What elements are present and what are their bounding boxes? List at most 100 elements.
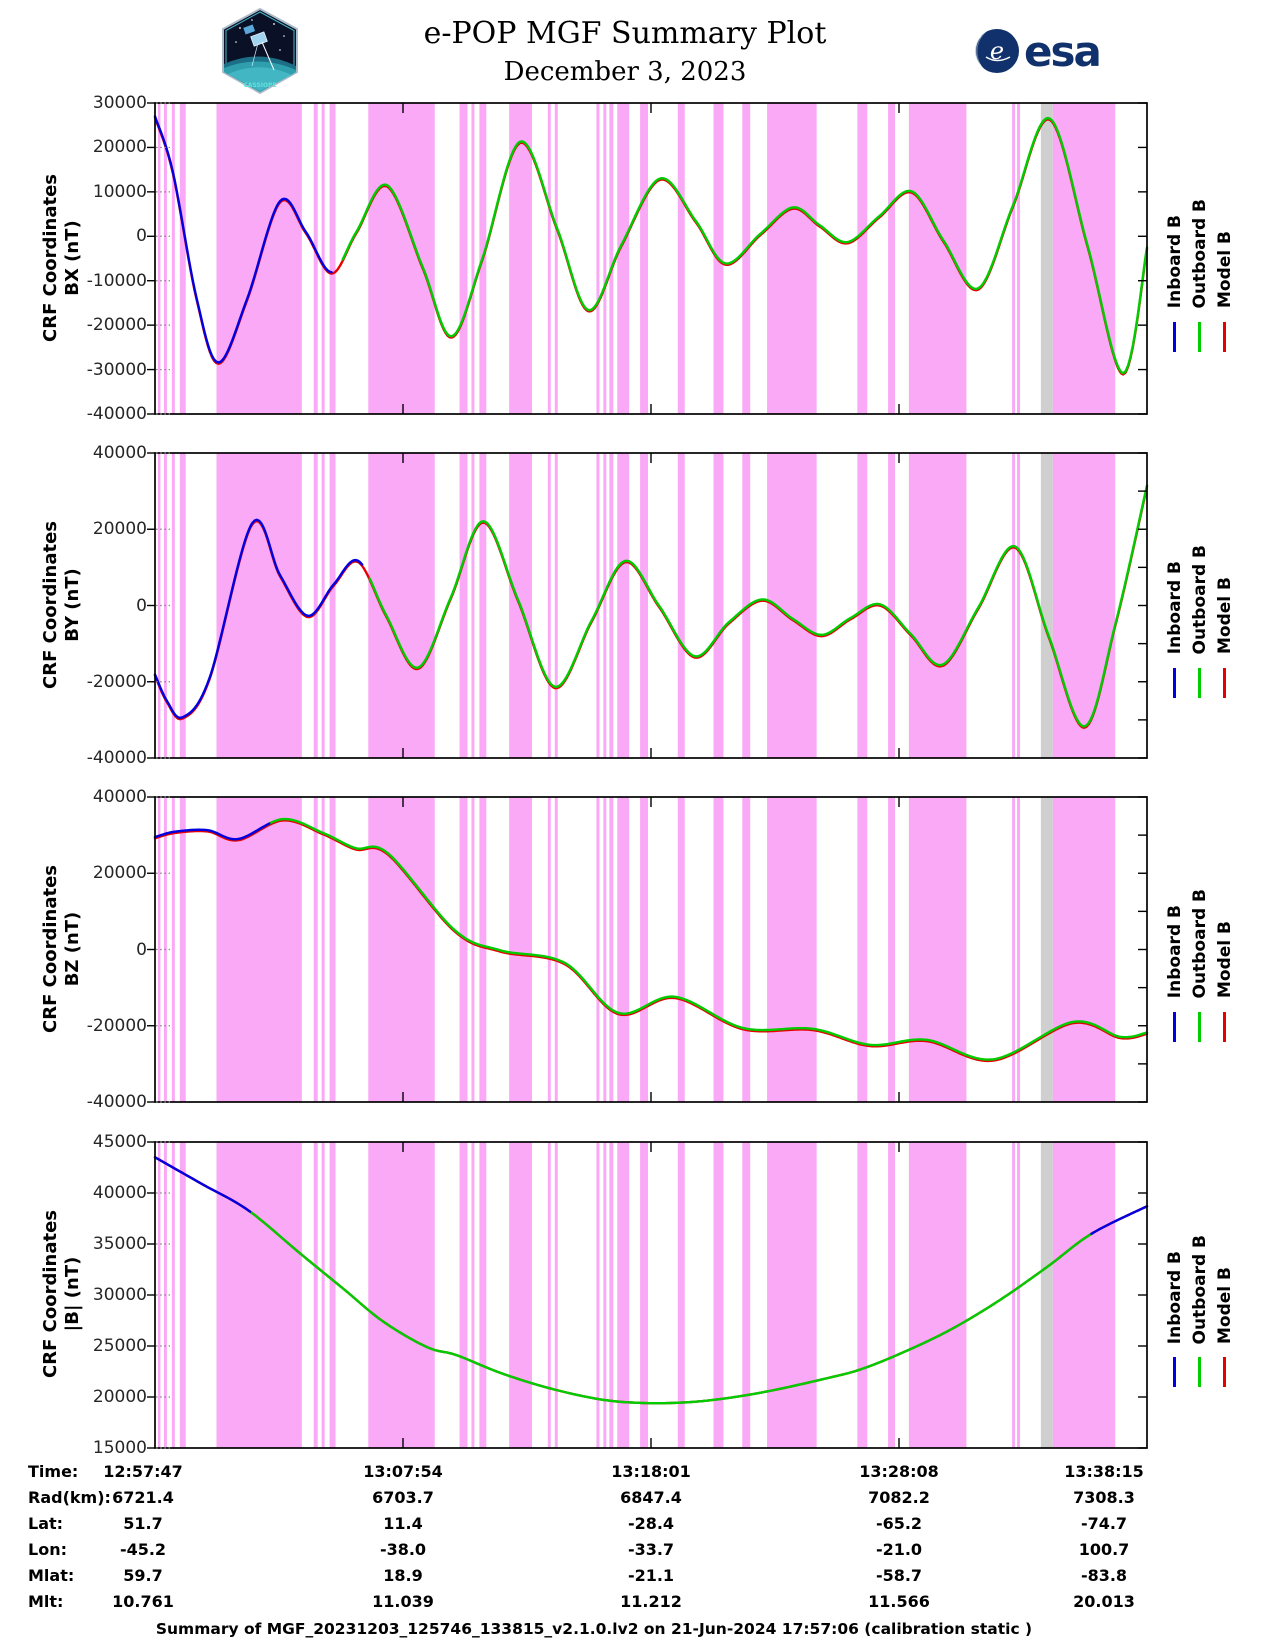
data-gap-band: [368, 1142, 435, 1448]
data-gap-band: [640, 797, 649, 1102]
model-swatch: [1223, 667, 1226, 698]
legend-label: Inboard B: [1164, 561, 1185, 655]
data-gap-band: [888, 797, 896, 1102]
legend: Inboard B Outboard B Model B: [1162, 98, 1237, 308]
data-gap-band: [596, 1142, 600, 1448]
y-tick-label: 30000: [92, 93, 147, 113]
data-gap-band: [640, 103, 649, 414]
y-tick-label: 10000: [92, 181, 147, 202]
table-cell: 13:07:54: [363, 1462, 443, 1481]
legend-item: Outboard B: [1187, 1235, 1212, 1344]
legend-item: Inboard B: [1162, 905, 1187, 998]
legend-item: Model B: [1212, 231, 1237, 308]
legend-swatch-slot: [1187, 1011, 1212, 1043]
table-row-label: Mlat:: [28, 1566, 75, 1585]
y-tick-label: -20000: [86, 1015, 147, 1036]
data-gap-band: [1052, 103, 1116, 414]
outboard-swatch: [1198, 1357, 1201, 1388]
data-gap-band: [617, 1142, 630, 1448]
data-gap-band: [767, 797, 817, 1102]
legend-swatch-slot: [1187, 321, 1212, 353]
table-cell: 12:57:47: [103, 1462, 183, 1481]
data-gap-band: [888, 103, 896, 414]
table-cell: 13:38:15: [1064, 1462, 1144, 1481]
y-tick-label: 15000: [92, 1438, 147, 1458]
data-gap-band: [157, 453, 161, 758]
data-gap-band: [554, 103, 558, 414]
table-cell: 59.7: [123, 1566, 163, 1585]
data-gap-band: [368, 797, 435, 1102]
legend-label: Model B: [1214, 1266, 1235, 1344]
data-gap-band: [1012, 453, 1016, 758]
data-gap-band: [857, 453, 868, 758]
inboard-swatch: [1173, 321, 1176, 352]
legend-label: Inboard B: [1164, 1250, 1185, 1344]
panel-frame: [154, 102, 1148, 415]
table-row-label: Time:: [28, 1462, 79, 1481]
data-gap-band: [547, 1142, 551, 1448]
outboard-swatch: [1198, 321, 1201, 352]
data-gap-band: [767, 1142, 817, 1448]
data-gap-band: [471, 103, 475, 414]
model-swatch: [1223, 321, 1226, 352]
table-cell: 7308.3: [1073, 1488, 1135, 1507]
outboard-curve: [341, 116, 1149, 375]
data-gap-band: [609, 1142, 614, 1448]
legend-swatch-slot: [1212, 321, 1237, 353]
legend-swatch-slot: [1187, 667, 1212, 699]
inboard-curve: [1090, 1205, 1149, 1235]
inboard-curve: [153, 115, 333, 364]
data-gap-band: [313, 103, 318, 414]
data-gap-band: [179, 1142, 186, 1448]
y-tick-label: -30000: [86, 359, 147, 380]
data-gap-band: [617, 453, 630, 758]
data-gap-band: [857, 103, 868, 414]
table-cell: -38.0: [379, 1540, 427, 1559]
y-axis-label: CRF Coordinates BY (nT): [40, 520, 83, 689]
panel-bx-chart: [147, 102, 1149, 415]
table-cell: 11.566: [868, 1592, 930, 1611]
data-gap-band: [640, 1142, 649, 1448]
y-tick-label: -10000: [86, 270, 147, 291]
table-cell: 6847.4: [620, 1488, 682, 1507]
legend-item: Outboard B: [1187, 199, 1212, 308]
legend: Inboard B Outboard B Model B: [1162, 444, 1237, 654]
data-gap-band: [547, 103, 551, 414]
legend-swatch-slot: [1162, 321, 1187, 353]
data-gap-band: [547, 797, 551, 1102]
data-gap-band: [1012, 103, 1016, 414]
data-gap-band: [179, 453, 186, 758]
legend-swatch-slot: [1212, 1356, 1237, 1388]
legend-item: Model B: [1212, 921, 1237, 998]
y-tick-label: 40000: [92, 1183, 147, 1203]
legend-swatch-slot: [1212, 667, 1237, 699]
data-gap-band: [908, 797, 967, 1102]
table-cell: 20.013: [1073, 1592, 1135, 1611]
esa-logo: e esa: [974, 27, 1102, 76]
table-cell: 6721.4: [112, 1488, 174, 1507]
legend-swatch-slot: [1162, 667, 1187, 699]
data-gap-band: [603, 797, 607, 1102]
data-gap-band: [609, 103, 614, 414]
y-axis-label: CRF Coordinates BZ (nT): [40, 864, 83, 1033]
page-title: e-POP MGF Summary Plot: [423, 16, 827, 51]
data-gap-band: [313, 797, 318, 1102]
gray-gap-band: [1040, 453, 1053, 758]
data-gap-band: [603, 1142, 607, 1448]
data-gap-band: [157, 797, 161, 1102]
data-gap-band: [471, 453, 475, 758]
data-gap-band: [767, 103, 817, 414]
y-tick-label: 30000: [92, 1285, 147, 1305]
legend-swatches: [1162, 1356, 1237, 1388]
inboard-curve: [153, 518, 364, 720]
panel-by-chart: [147, 452, 1149, 759]
y-tick-label: -20000: [86, 671, 147, 692]
table-cell: 51.7: [123, 1514, 163, 1533]
data-gap-band: [471, 797, 475, 1102]
inboard-swatch: [1173, 1011, 1176, 1042]
panel-frame: [154, 452, 1148, 759]
data-gap-band: [713, 453, 724, 758]
y-tick-label: 20000: [92, 519, 147, 540]
table-cell: 11.4: [383, 1514, 423, 1533]
data-gap-band: [509, 103, 532, 414]
